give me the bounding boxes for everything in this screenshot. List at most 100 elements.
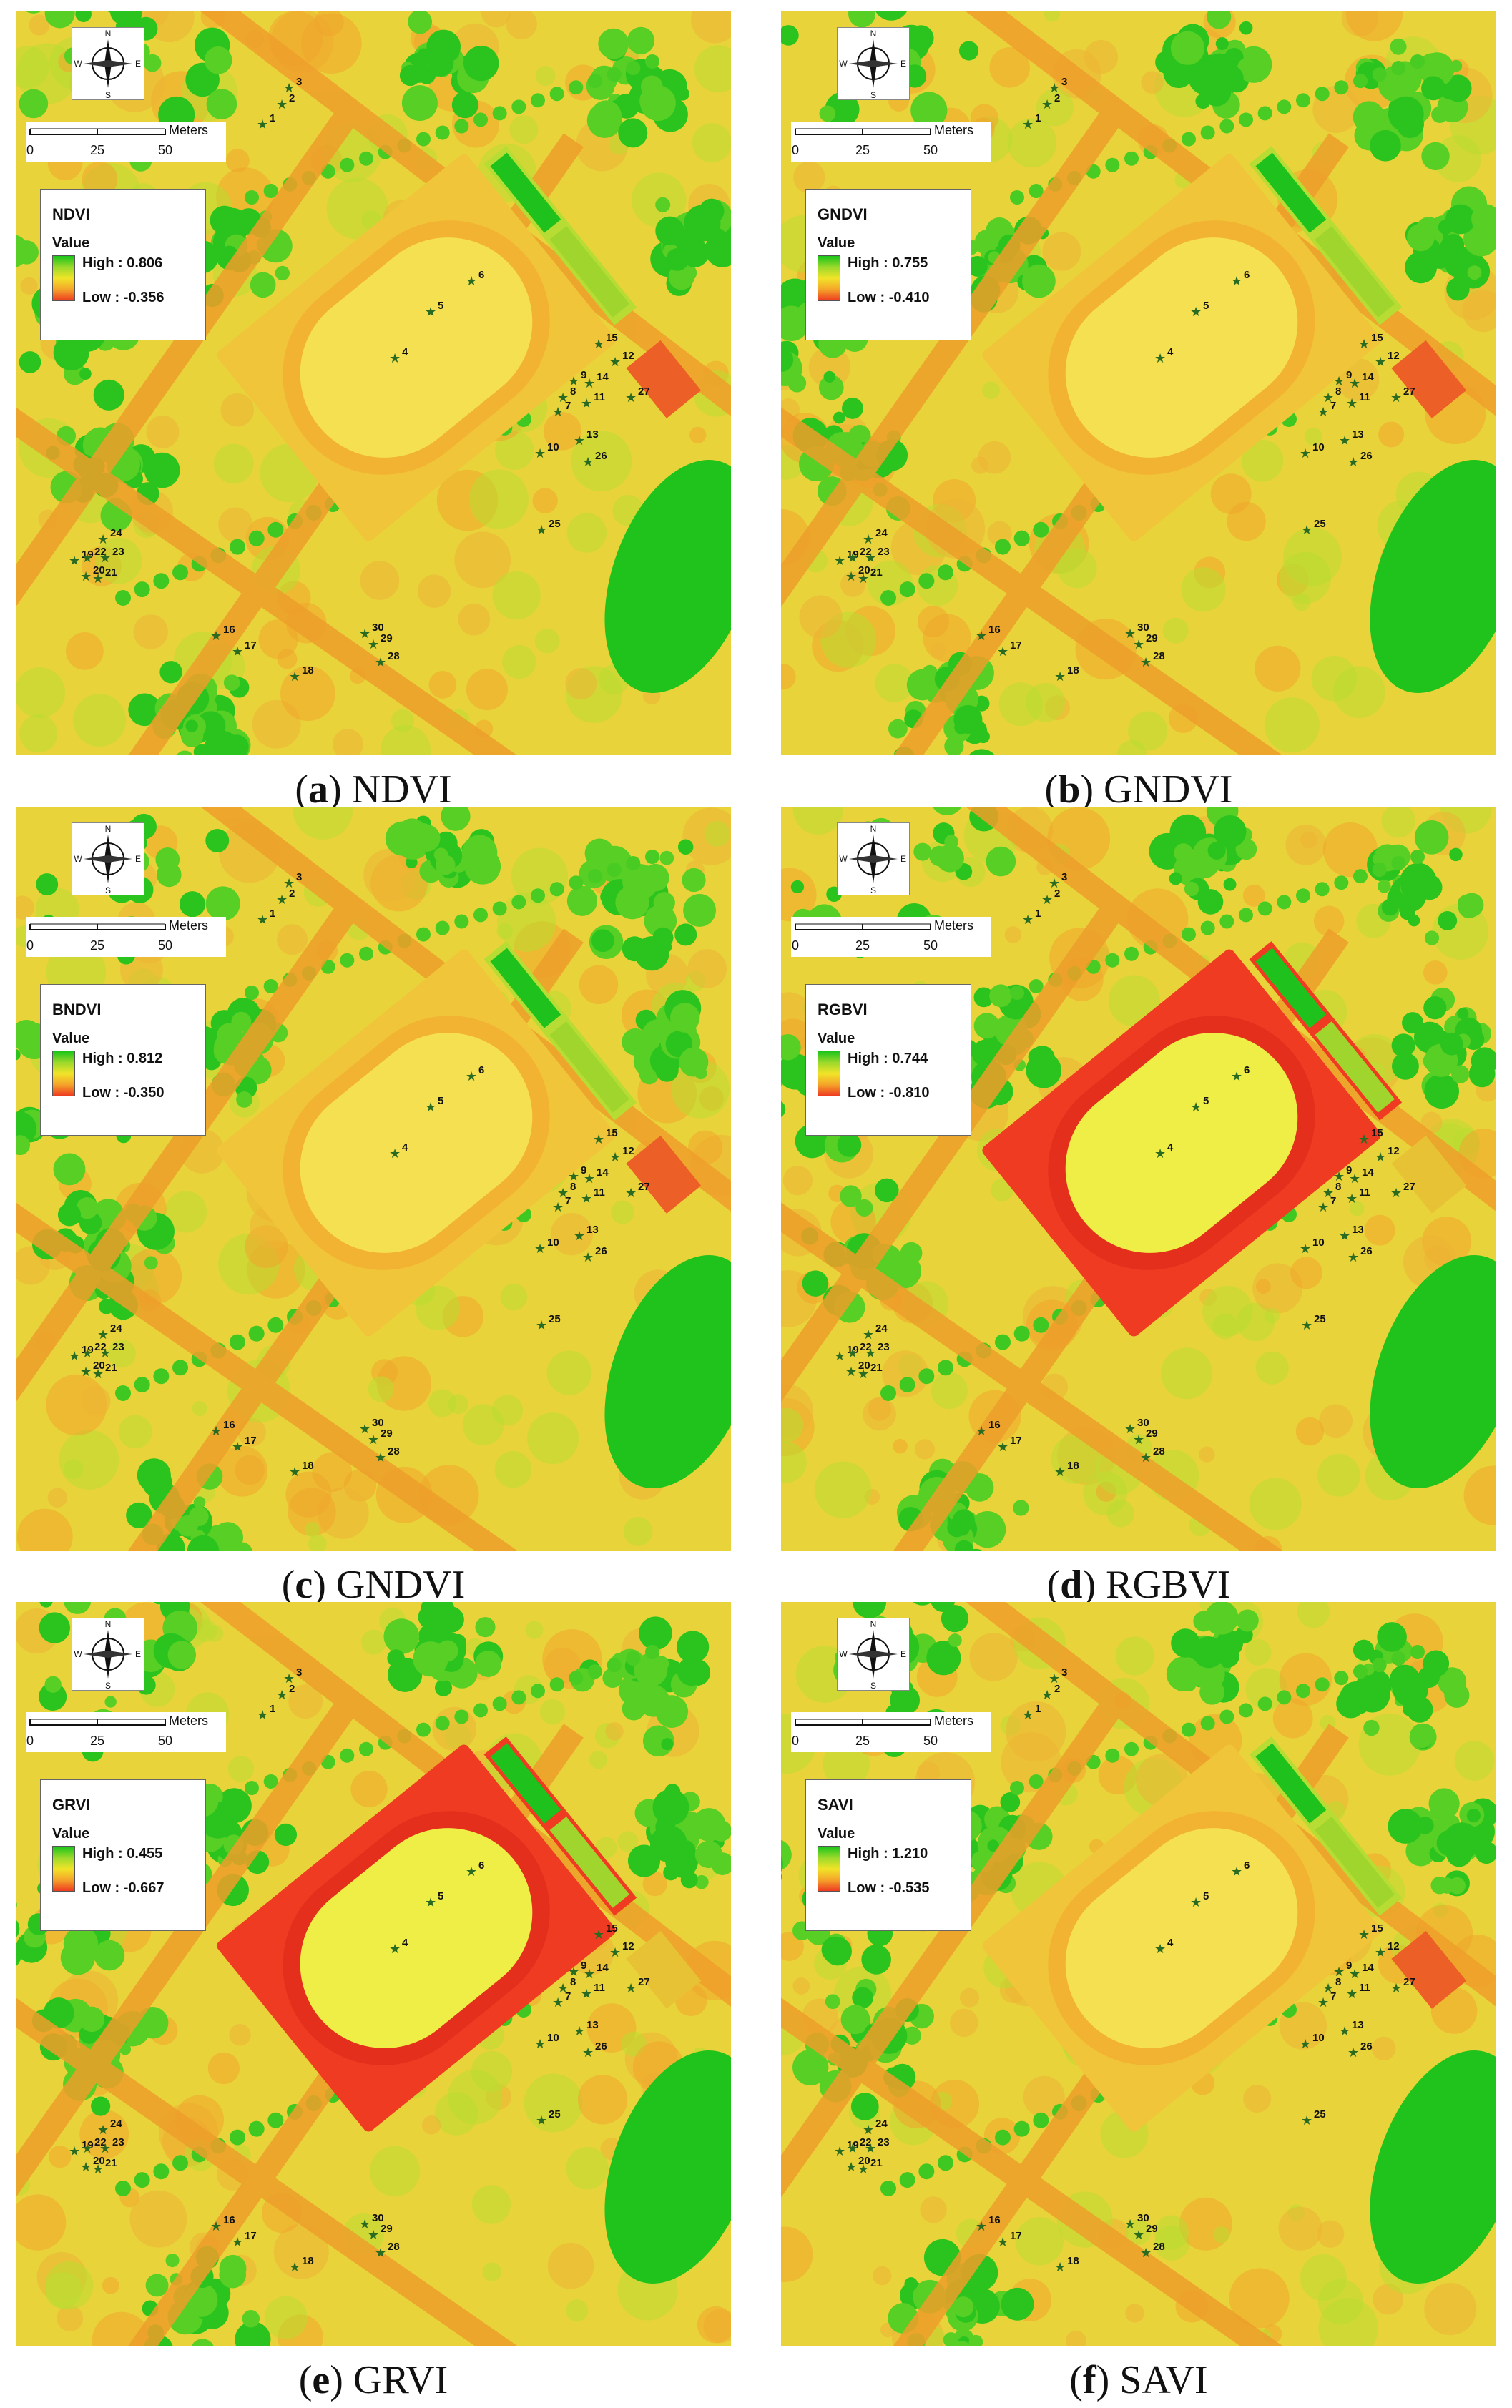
compass-rose-icon: N S E W [74,824,141,895]
sample-point-marker: ★ [1390,1186,1402,1200]
sample-point-marker: ★ [581,1987,592,2001]
sample-point-label: 19 [82,549,94,561]
sample-point-label: 25 [549,518,561,530]
sample-point-marker: ★ [1041,893,1053,907]
sample-point-marker: ★ [92,571,104,586]
sample-point-label: 18 [1067,1460,1079,1472]
map-panel-c: ★ 1 ★ 2 ★ 3 ★ 4 ★ 5 ★ 6 ★ 7 ★ 8 ★ 9 ★ 10 ★ 11 ★ 12 ★ 13 ★ 14 ★ 15 ★ 16 ★… [16,807,731,1608]
park-area [604,1254,731,1489]
panel-index-name: GNDVI [335,1563,466,1607]
sample-point-label: 12 [1388,1940,1400,1952]
sample-point-marker: ★ [863,1327,874,1342]
scale-unit-label: Meters [169,918,208,933]
sample-point-marker: ★ [1339,433,1350,448]
sample-point-label: 8 [1335,1181,1341,1193]
sample-point-marker: ★ [1339,2024,1350,2038]
map-panel-a: ★ 1 ★ 2 ★ 3 ★ 4 ★ 5 ★ 6 ★ 7 ★ 8 ★ 9 ★ 10 ★ 11 ★ 12 ★ 13 ★ 14 ★ 15 ★ 16 ★… [16,11,731,812]
sample-point-marker: ★ [210,2219,222,2233]
sample-point-marker: ★ [257,913,268,927]
sample-point-marker: ★ [1124,2217,1136,2231]
sample-point-marker: ★ [1349,1171,1360,1186]
vegetation-index-map: ★ 1 ★ 2 ★ 3 ★ 4 ★ 5 ★ 6 ★ 7 ★ 8 ★ 9 ★ 10 ★ 11 ★ 12 ★ 13 ★ 14 ★ 15 ★ 16 ★… [781,11,1496,755]
sample-point-marker: ★ [557,1981,569,1995]
sample-point-marker: ★ [69,2144,80,2158]
sample-points: ★ 1★ 2★ 3★ 4★ 5★ 6★ 7★ 8★ 9★ 10★ 11★ 12★ 13★ 14★ 15★ 16★… [69,76,650,684]
compass-label-n: N [870,824,877,834]
legend-low-value: Low : -0.356 [82,290,165,305]
sample-point-label: 20 [858,564,870,576]
sample-point-marker: ★ [847,551,858,565]
sample-point-marker: ★ [389,1942,401,1956]
sample-point-label: 8 [1335,385,1341,398]
sample-point-label: 8 [570,1976,576,1988]
sample-point-label: 7 [1330,400,1336,412]
building-roof [1391,340,1467,418]
scale-tick-label: 25 [90,1734,104,1748]
compass: N S E W [72,1618,144,1691]
sample-point-label: 27 [638,1181,650,1193]
compass-label-w: W [74,854,82,864]
sample-point-marker: ★ [845,1365,857,1379]
scale-tick-label: 25 [855,143,870,157]
scale-tick-label: 50 [923,938,938,953]
map-panel-f: ★ 1 ★ 2 ★ 3 ★ 4 ★ 5 ★ 6 ★ 7 ★ 8 ★ 9 ★ 10 ★ 11 ★ 12 ★ 13 ★ 14 ★ 15 ★ 16 ★… [781,1602,1496,2403]
sample-point-label: 9 [1346,1164,1352,1176]
sample-point-label: 6 [478,1859,484,1872]
scale-tick-label: 0 [26,143,34,157]
legend-title: NDVI [52,205,90,223]
sample-point-label: 16 [223,1419,235,1431]
scale-tick-label: 25 [90,143,104,157]
scale-unit-label: Meters [934,1714,973,1728]
sample-point-marker: ★ [1349,376,1360,390]
compass-rose-icon: N S E W [74,1619,141,1690]
park-area [1370,459,1496,694]
sample-point-marker: ★ [1358,337,1370,351]
sample-point-marker: ★ [276,1688,288,1702]
sample-point-marker: ★ [1154,1942,1166,1956]
sample-point-marker: ★ [425,1895,436,1910]
sample-point-marker: ★ [389,351,401,365]
sample-point-marker: ★ [257,1708,268,1722]
panel-index-name: NDVI [351,767,452,812]
sample-points: ★ 1★ 2★ 3★ 4★ 5★ 6★ 7★ 8★ 9★ 10★ 11★ 12★ 13★ 14★ 15★ 16★… [69,871,650,1479]
sample-point-label: 19 [847,549,859,561]
sample-point-label: 15 [606,1922,618,1935]
sample-point-label: 30 [372,621,384,634]
stadium-field [300,1033,533,1253]
compass-label-e: E [900,854,906,864]
sample-point-label: 23 [112,546,124,558]
sample-point-marker: ★ [997,644,1008,659]
sample-point-marker: ★ [865,2141,876,2156]
sample-point-marker: ★ [276,893,288,907]
legend: BNDVI Value High : 0.812 Low : -0.350 [40,984,206,1136]
sample-point-marker: ★ [858,2162,869,2176]
sample-point-label: 2 [289,888,295,900]
sample-point-marker: ★ [997,2235,1008,2249]
scale-bar: 0 25 50 Meters [26,917,226,957]
sample-point-label: 29 [381,632,393,644]
sample-point-marker: ★ [210,629,222,643]
sample-point-label: 15 [606,1127,618,1139]
legend-value-label: Value [52,1031,90,1046]
sample-point-label: 1 [1035,112,1041,124]
sample-point-marker: ★ [1347,2045,1359,2060]
sample-point-label: 18 [302,2255,314,2267]
sample-point-label: 27 [638,1976,650,1988]
legend-value-label: Value [818,1031,855,1046]
sample-point-label: 2 [1054,92,1060,104]
sample-point-marker: ★ [1347,1250,1359,1264]
scale-tick-label: 25 [90,938,104,953]
sample-point-marker: ★ [283,81,295,95]
sample-point-marker: ★ [1358,1927,1370,1942]
panel-index-name: RGBVI [1106,1563,1231,1607]
panel-index-name: GRVI [353,2358,448,2402]
sample-point-label: 11 [594,1982,605,1994]
sample-point-marker: ★ [552,405,564,419]
sample-point-label: 4 [1167,1141,1174,1154]
sample-point-label: 10 [547,441,559,453]
sample-point-marker: ★ [1375,1945,1386,1960]
sample-point-label: 13 [586,2019,599,2031]
sample-point-marker: ★ [582,2045,594,2060]
park-area [1370,1254,1496,1489]
vegetation-index-map: ★ 1 ★ 2 ★ 3 ★ 4 ★ 5 ★ 6 ★ 7 ★ 8 ★ 9 ★ 10 ★ 11 ★ 12 ★ 13 ★ 14 ★ 15 ★ 16 ★… [16,1602,731,2346]
